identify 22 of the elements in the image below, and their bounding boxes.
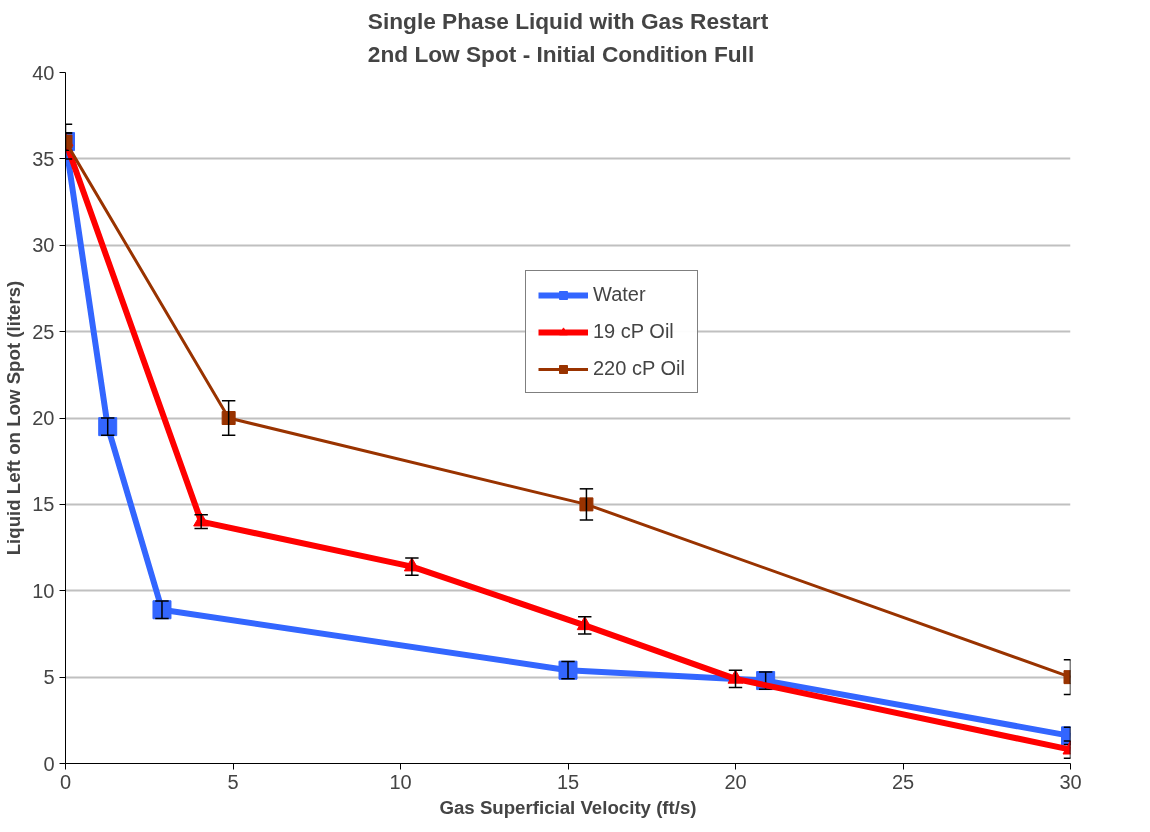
y-tick-label: 35 [32, 147, 55, 170]
legend-label: 19 cP Oil [593, 320, 674, 343]
chart-title: Single Phase Liquid with Gas Restart 2nd Low Spot - Initial Condition Full [367, 7, 769, 68]
y-tick-label: 0 [43, 752, 55, 775]
y-tick-label: 25 [32, 320, 55, 343]
y-axis-title: Liquid Left on Low Spot (liters) [3, 280, 25, 556]
y-tick-label: 5 [43, 666, 55, 689]
y-tick-label: 15 [32, 493, 55, 516]
legend-label: Water [593, 283, 646, 306]
x-tick-label: 20 [724, 770, 747, 793]
legend-label: 220 cP Oil [593, 357, 685, 380]
y-tick-label: 20 [32, 407, 55, 429]
x-tick-label: 0 [59, 770, 72, 793]
y-tick-label: 40 [32, 61, 55, 84]
x-tick-label: 30 [1059, 770, 1082, 793]
x-axis-title: Gas Superficial Velocity (ft/s) [439, 796, 697, 818]
y-tick-label: 10 [32, 579, 55, 602]
x-tick-label: 10 [389, 770, 412, 793]
x-tick-label: 25 [891, 770, 915, 793]
y-tick-label: 30 [32, 234, 55, 257]
x-tick-label: 15 [556, 770, 580, 793]
x-tick-label: 5 [227, 770, 239, 793]
